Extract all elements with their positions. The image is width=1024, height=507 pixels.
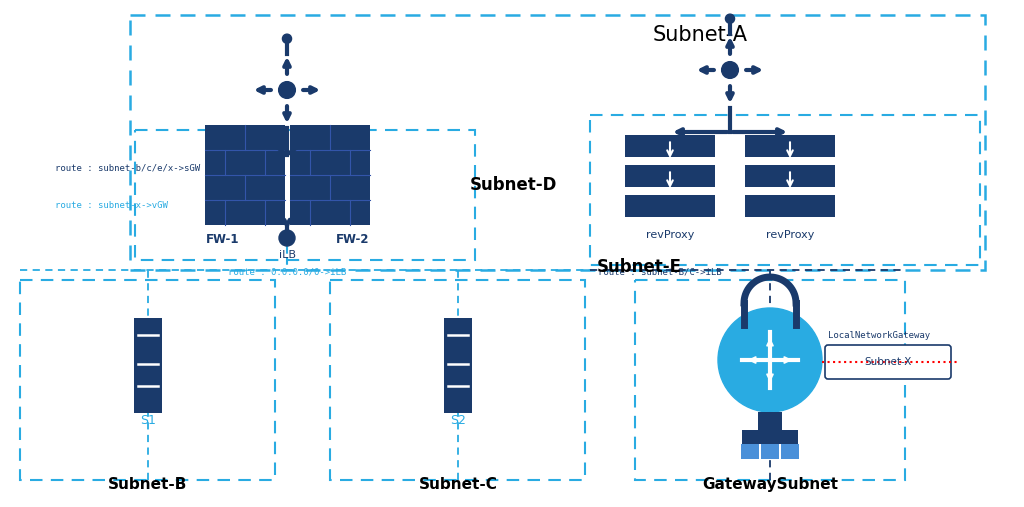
Text: revProxy: revProxy xyxy=(766,230,814,240)
Circle shape xyxy=(279,82,295,98)
FancyBboxPatch shape xyxy=(825,345,951,379)
Circle shape xyxy=(283,34,292,43)
Circle shape xyxy=(722,62,738,79)
Text: S1: S1 xyxy=(140,414,156,426)
FancyBboxPatch shape xyxy=(444,318,472,413)
FancyBboxPatch shape xyxy=(205,125,285,225)
Text: route : 0.0.0.0/0->iLB: route : 0.0.0.0/0->iLB xyxy=(228,268,346,276)
Text: route : subnet-b/c/e/x->sGW: route : subnet-b/c/e/x->sGW xyxy=(55,163,200,172)
FancyBboxPatch shape xyxy=(758,412,782,430)
Text: Subnet-A: Subnet-A xyxy=(652,25,748,45)
Text: GatewaySubnet: GatewaySubnet xyxy=(702,477,838,492)
FancyBboxPatch shape xyxy=(134,318,162,413)
FancyBboxPatch shape xyxy=(742,430,798,444)
FancyBboxPatch shape xyxy=(781,444,799,459)
Text: route : subnet-x->vGW: route : subnet-x->vGW xyxy=(55,200,168,209)
Circle shape xyxy=(718,308,822,412)
FancyBboxPatch shape xyxy=(290,125,370,225)
FancyBboxPatch shape xyxy=(625,195,715,217)
Text: Subnet-C: Subnet-C xyxy=(419,477,498,492)
Circle shape xyxy=(279,230,295,246)
FancyBboxPatch shape xyxy=(625,165,715,187)
FancyBboxPatch shape xyxy=(741,444,759,459)
Text: route : subnet-B/C->iLB: route : subnet-B/C->iLB xyxy=(598,268,722,276)
FancyBboxPatch shape xyxy=(745,165,835,187)
Text: FW-2: FW-2 xyxy=(336,233,370,246)
FancyBboxPatch shape xyxy=(745,195,835,217)
Text: iLB: iLB xyxy=(279,250,296,260)
FancyBboxPatch shape xyxy=(625,135,715,157)
Text: S2: S2 xyxy=(451,414,466,426)
Circle shape xyxy=(725,14,734,23)
FancyBboxPatch shape xyxy=(745,135,835,157)
Text: Subnet-E: Subnet-E xyxy=(597,258,682,276)
Text: LocalNetworkGateway: LocalNetworkGateway xyxy=(828,331,930,340)
Text: Subnet-D: Subnet-D xyxy=(470,176,557,194)
Text: revProxy: revProxy xyxy=(646,230,694,240)
Text: FW-1: FW-1 xyxy=(206,233,239,246)
FancyBboxPatch shape xyxy=(761,444,779,459)
Text: Subnet-B: Subnet-B xyxy=(109,477,187,492)
Text: Subnet-X: Subnet-X xyxy=(864,357,911,367)
